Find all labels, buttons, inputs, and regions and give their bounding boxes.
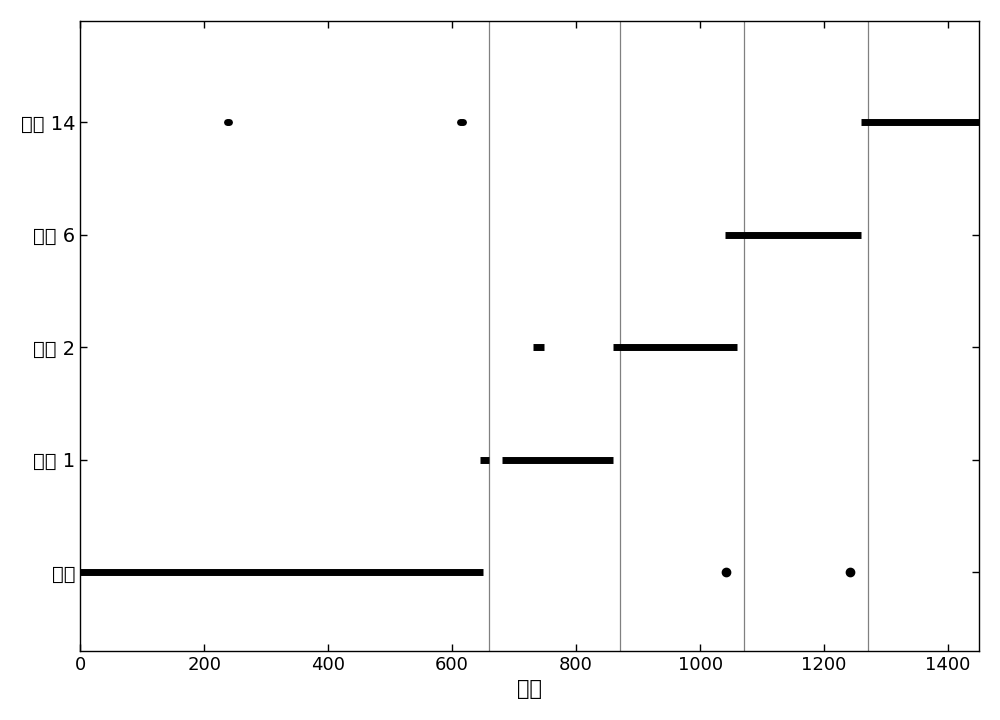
X-axis label: 样本: 样本 [517, 679, 542, 699]
